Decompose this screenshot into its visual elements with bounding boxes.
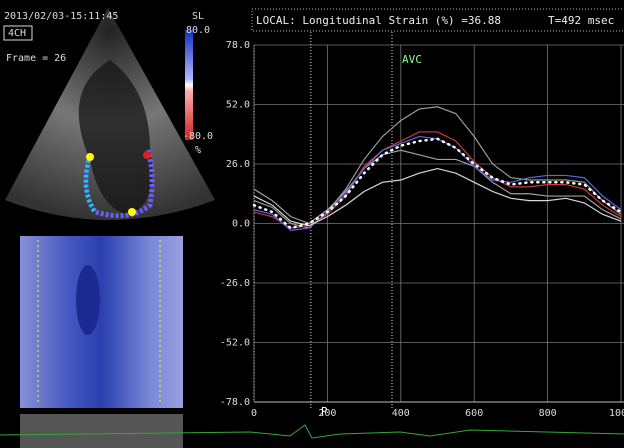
y-tick-label: -78.0: [220, 397, 250, 408]
y-tick-label: -26.0: [220, 278, 250, 289]
scale-label: SL: [192, 11, 204, 22]
chart-title: LOCAL: Longitudinal Strain (%) =36.88: [256, 14, 501, 27]
x-tick-label: 0: [251, 408, 257, 419]
y-tick-label: 0.0: [232, 219, 250, 230]
scale-max: 80.0: [186, 25, 210, 36]
scale-min: -80.0: [183, 131, 213, 142]
y-tick-label: 26.0: [226, 159, 250, 170]
frame: Frame = 26: [6, 53, 66, 64]
y-tick-label: 78.0: [226, 40, 250, 51]
x-tick-label: 600: [465, 408, 483, 419]
page: {"header":{"timestamp":"2013/02/03-15:11…: [0, 0, 624, 448]
color-bar: [185, 30, 193, 140]
marker: [143, 151, 151, 159]
y-tick-label: 52.0: [226, 100, 250, 111]
screen: 2013/02/03-15:11:45 4CH Frame = 26 SL 80…: [0, 0, 624, 448]
marker: [86, 153, 94, 161]
mmode-strip: [20, 414, 183, 448]
scale-unit: %: [195, 145, 201, 156]
mmode-panel: [20, 236, 183, 408]
view: 4CH: [8, 28, 26, 39]
x-tick-label: 800: [539, 408, 557, 419]
annotation: AVC: [402, 53, 422, 66]
x-tick-label: 1000: [609, 408, 624, 419]
timestamp: 2013/02/03-15:11:45: [4, 11, 118, 22]
x-tick-label: 400: [392, 408, 410, 419]
y-tick-label: -52.0: [220, 338, 250, 349]
annotation: P: [321, 405, 328, 418]
mmode-region: [76, 265, 100, 335]
marker: [128, 208, 136, 216]
chart-subtitle: T=492 msec: [548, 14, 614, 27]
